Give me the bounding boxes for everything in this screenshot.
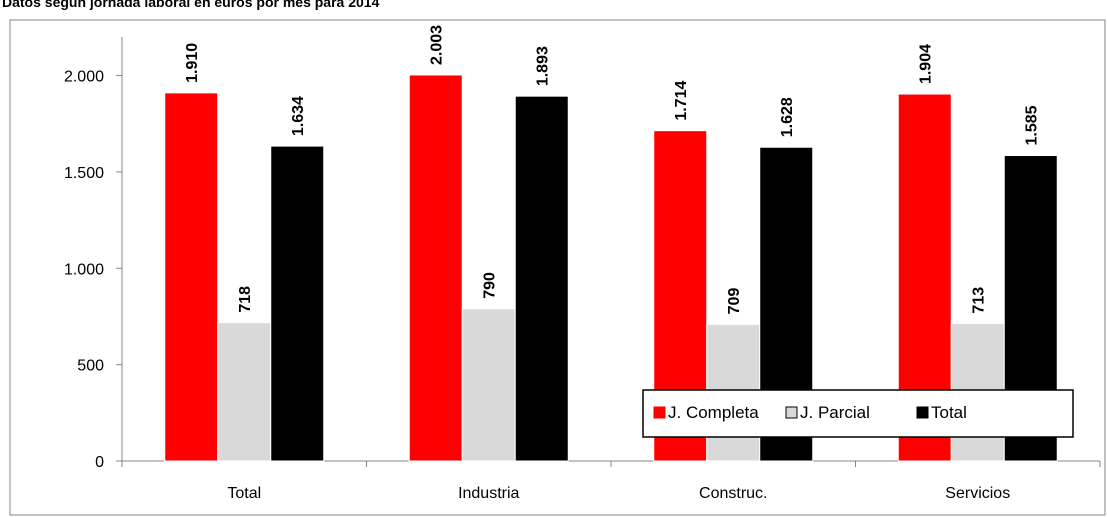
data-label: 1.893	[535, 46, 552, 86]
bar	[461, 308, 516, 462]
x-tick-label: Total	[227, 485, 261, 502]
x-tick-label: Industria	[458, 485, 519, 502]
data-label: 1.910	[184, 43, 201, 83]
x-axis: Total Industria Construc. Servicios	[121, 460, 1101, 502]
data-label: 718	[237, 286, 254, 313]
legend-swatch	[653, 406, 666, 419]
y-tick-label: 2.000	[64, 69, 104, 86]
legend-swatch	[916, 406, 929, 419]
y-tick-label: 0	[95, 454, 104, 471]
legend-swatch	[785, 406, 798, 419]
bar	[164, 92, 219, 462]
y-axis: 0 500 1.000 1.500 2.000	[64, 37, 123, 471]
y-tick-label: 1.500	[64, 165, 104, 182]
data-label: 1.714	[673, 81, 690, 121]
x-tick-label: Servicios	[945, 485, 1010, 502]
legend-label: J. Parcial	[800, 403, 870, 422]
chart-title: Datos según jornada laboral en euros por…	[2, 0, 380, 10]
bar	[514, 95, 569, 462]
y-tick-label: 500	[77, 358, 104, 375]
y-tick-label: 1.000	[64, 261, 104, 278]
legend-box	[642, 389, 1074, 438]
data-label: 1.634	[290, 96, 307, 136]
data-label: 713	[971, 287, 988, 314]
chart-frame	[9, 19, 1106, 516]
data-label: 1.628	[779, 97, 796, 137]
bar	[270, 145, 325, 462]
legend-label: J. Completa	[668, 403, 759, 422]
data-label: 2.003	[429, 25, 446, 65]
bar	[217, 322, 272, 462]
data-label: 1.585	[1024, 105, 1041, 145]
bar	[408, 74, 463, 462]
legend-label: Total	[931, 403, 967, 422]
data-label: 1.904	[918, 44, 935, 84]
data-label: 790	[482, 272, 499, 299]
legend: J. Completa J. Parcial Total	[642, 389, 1074, 438]
x-tick-label: Construc.	[699, 485, 767, 502]
data-label: 709	[726, 288, 743, 315]
